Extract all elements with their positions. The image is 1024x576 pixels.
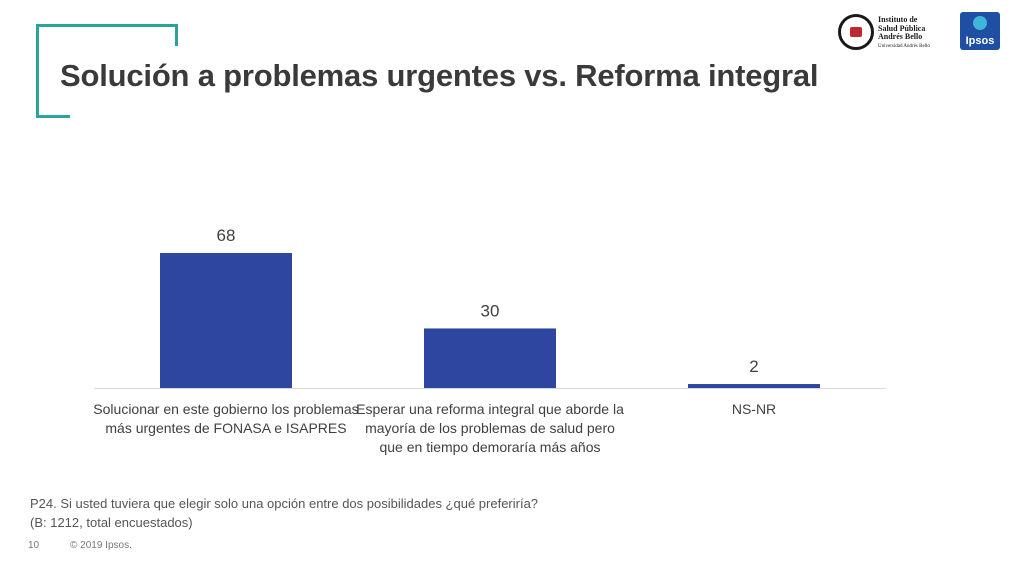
- isp-logo: Instituto de Salud Pública Andrés Bello …: [838, 14, 938, 54]
- isp-seal-icon: [838, 14, 874, 50]
- isp-logo-line-1: Instituto de: [878, 15, 918, 24]
- footnote-base: (B: 1212, total encuestados): [30, 515, 193, 530]
- page-number: 10: [28, 540, 40, 551]
- category-label-urgentes: Solucionar en este gobierno los problema…: [93, 401, 359, 436]
- bar-1: [424, 328, 556, 388]
- isp-logo-subline: Universidad Andrés Bello: [878, 43, 930, 49]
- footnote-question: P24. Si usted tuviera que elegir solo un…: [30, 496, 539, 511]
- isp-logo-line-3: Andrés Bello: [878, 32, 923, 41]
- ipsos-bubble-icon: [973, 16, 987, 30]
- ipsos-logo-word: Ipsos: [965, 35, 995, 47]
- slide-title: Solución a problemas urgentes vs. Reform…: [60, 58, 819, 93]
- data-label-2: 2: [749, 357, 758, 376]
- bar-0: [160, 253, 292, 388]
- data-label-1: 30: [481, 301, 500, 320]
- bar-2: [688, 384, 820, 388]
- footnote: P24. Si usted tuviera que elegir solo un…: [30, 494, 538, 532]
- data-label-0: 68: [217, 226, 236, 245]
- isp-logo-line-2: Salud Pública: [878, 23, 926, 33]
- copyright: © 2019 Ipsos.: [70, 540, 132, 551]
- category-label-nsnr: NS-NR: [731, 401, 777, 417]
- ipsos-logo: Ipsos: [960, 12, 1000, 50]
- category-label-reforma: Esperar una reforma integral que aborde …: [356, 401, 624, 455]
